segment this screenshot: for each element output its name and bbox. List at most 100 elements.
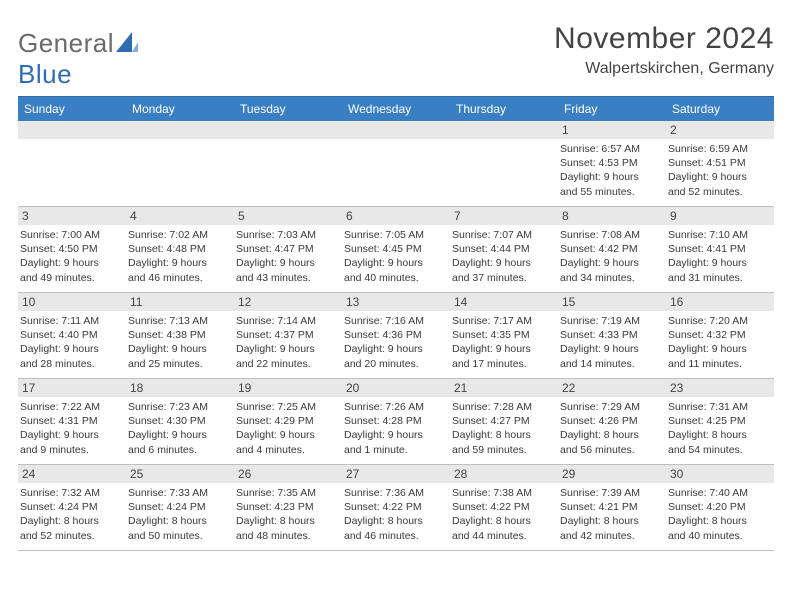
day-details: Sunrise: 7:00 AMSunset: 4:50 PMDaylight:…	[18, 225, 126, 288]
daylight-line1: Daylight: 8 hours	[560, 428, 662, 442]
daylight-line1: Daylight: 9 hours	[20, 342, 122, 356]
daylight-line1: Daylight: 9 hours	[668, 256, 770, 270]
sunrise-line: Sunrise: 7:03 AM	[236, 228, 338, 242]
sunrise-line: Sunrise: 7:02 AM	[128, 228, 230, 242]
day-details: Sunrise: 7:13 AMSunset: 4:38 PMDaylight:…	[126, 311, 234, 374]
logo-sail-icon	[116, 28, 138, 58]
day-number: 8	[558, 207, 666, 225]
day-details: Sunrise: 7:29 AMSunset: 4:26 PMDaylight:…	[558, 397, 666, 460]
day-details: Sunrise: 7:05 AMSunset: 4:45 PMDaylight:…	[342, 225, 450, 288]
day-number: 19	[234, 379, 342, 397]
calendar-cell: 21Sunrise: 7:28 AMSunset: 4:27 PMDayligh…	[450, 379, 558, 465]
sunset-line: Sunset: 4:24 PM	[128, 500, 230, 514]
daylight-line1: Daylight: 9 hours	[128, 342, 230, 356]
day-number: 18	[126, 379, 234, 397]
day-details: Sunrise: 7:40 AMSunset: 4:20 PMDaylight:…	[666, 483, 774, 546]
calendar-cell: 16Sunrise: 7:20 AMSunset: 4:32 PMDayligh…	[666, 293, 774, 379]
day-details: Sunrise: 7:20 AMSunset: 4:32 PMDaylight:…	[666, 311, 774, 374]
day-number	[126, 121, 234, 139]
day-details: Sunrise: 7:10 AMSunset: 4:41 PMDaylight:…	[666, 225, 774, 288]
daylight-line2: and 6 minutes.	[128, 443, 230, 457]
calendar-cell	[126, 121, 234, 207]
sunset-line: Sunset: 4:44 PM	[452, 242, 554, 256]
daylight-line2: and 40 minutes.	[668, 529, 770, 543]
sunrise-line: Sunrise: 7:08 AM	[560, 228, 662, 242]
daylight-line2: and 14 minutes.	[560, 357, 662, 371]
day-number	[18, 121, 126, 139]
daylight-line2: and 52 minutes.	[20, 529, 122, 543]
sunset-line: Sunset: 4:36 PM	[344, 328, 446, 342]
sunrise-line: Sunrise: 7:10 AM	[668, 228, 770, 242]
daylight-line2: and 28 minutes.	[20, 357, 122, 371]
weekday-header: Tuesday	[234, 96, 342, 121]
sunrise-line: Sunrise: 7:32 AM	[20, 486, 122, 500]
sunset-line: Sunset: 4:41 PM	[668, 242, 770, 256]
calendar-row: 1Sunrise: 6:57 AMSunset: 4:53 PMDaylight…	[18, 121, 774, 207]
calendar-cell: 8 Sunrise: 7:08 AMSunset: 4:42 PMDaylight…	[558, 207, 666, 293]
title-block: November 2024 Walpertskirchen, Germany	[554, 22, 774, 78]
day-details: Sunrise: 7:36 AMSunset: 4:22 PMDaylight:…	[342, 483, 450, 546]
day-details: Sunrise: 7:16 AMSunset: 4:36 PMDaylight:…	[342, 311, 450, 374]
daylight-line2: and 9 minutes.	[20, 443, 122, 457]
day-number: 16	[666, 293, 774, 311]
daylight-line1: Daylight: 9 hours	[20, 428, 122, 442]
sunset-line: Sunset: 4:42 PM	[560, 242, 662, 256]
calendar-row: 24Sunrise: 7:32 AMSunset: 4:24 PMDayligh…	[18, 465, 774, 551]
day-number: 23	[666, 379, 774, 397]
day-number: 7	[450, 207, 558, 225]
sunset-line: Sunset: 4:24 PM	[20, 500, 122, 514]
day-number: 30	[666, 465, 774, 483]
calendar-cell: 18Sunrise: 7:23 AMSunset: 4:30 PMDayligh…	[126, 379, 234, 465]
daylight-line2: and 44 minutes.	[452, 529, 554, 543]
calendar-cell	[342, 121, 450, 207]
page-title: November 2024	[554, 22, 774, 56]
calendar-cell: 24Sunrise: 7:32 AMSunset: 4:24 PMDayligh…	[18, 465, 126, 551]
sunset-line: Sunset: 4:47 PM	[236, 242, 338, 256]
day-details: Sunrise: 7:32 AMSunset: 4:24 PMDaylight:…	[18, 483, 126, 546]
day-details: Sunrise: 7:22 AMSunset: 4:31 PMDaylight:…	[18, 397, 126, 460]
day-number: 4	[126, 207, 234, 225]
logo-text: GeneralBlue	[18, 28, 138, 90]
day-number: 11	[126, 293, 234, 311]
day-number	[450, 121, 558, 139]
daylight-line1: Daylight: 8 hours	[452, 514, 554, 528]
sunset-line: Sunset: 4:32 PM	[668, 328, 770, 342]
daylight-line2: and 17 minutes.	[452, 357, 554, 371]
day-number: 24	[18, 465, 126, 483]
sunset-line: Sunset: 4:21 PM	[560, 500, 662, 514]
calendar-cell	[18, 121, 126, 207]
daylight-line2: and 42 minutes.	[560, 529, 662, 543]
calendar-cell: 17Sunrise: 7:22 AMSunset: 4:31 PMDayligh…	[18, 379, 126, 465]
daylight-line2: and 25 minutes.	[128, 357, 230, 371]
daylight-line1: Daylight: 9 hours	[452, 256, 554, 270]
sunset-line: Sunset: 4:25 PM	[668, 414, 770, 428]
weekday-header-row: SundayMondayTuesdayWednesdayThursdayFrid…	[18, 96, 774, 121]
sunrise-line: Sunrise: 7:13 AM	[128, 314, 230, 328]
sunrise-line: Sunrise: 6:59 AM	[668, 142, 770, 156]
day-details: Sunrise: 7:03 AMSunset: 4:47 PMDaylight:…	[234, 225, 342, 288]
calendar-cell: 23Sunrise: 7:31 AMSunset: 4:25 PMDayligh…	[666, 379, 774, 465]
daylight-line1: Daylight: 9 hours	[236, 256, 338, 270]
day-number: 2	[666, 121, 774, 139]
daylight-line2: and 52 minutes.	[668, 185, 770, 199]
day-number: 27	[342, 465, 450, 483]
daylight-line1: Daylight: 9 hours	[560, 256, 662, 270]
sunrise-line: Sunrise: 7:29 AM	[560, 400, 662, 414]
daylight-line2: and 50 minutes.	[128, 529, 230, 543]
sunrise-line: Sunrise: 7:36 AM	[344, 486, 446, 500]
day-number: 14	[450, 293, 558, 311]
sunset-line: Sunset: 4:22 PM	[452, 500, 554, 514]
daylight-line1: Daylight: 9 hours	[236, 428, 338, 442]
sunrise-line: Sunrise: 7:40 AM	[668, 486, 770, 500]
day-details: Sunrise: 7:39 AMSunset: 4:21 PMDaylight:…	[558, 483, 666, 546]
day-number: 15	[558, 293, 666, 311]
day-details: Sunrise: 6:59 AMSunset: 4:51 PMDaylight:…	[666, 139, 774, 202]
daylight-line1: Daylight: 9 hours	[344, 256, 446, 270]
sunrise-line: Sunrise: 7:05 AM	[344, 228, 446, 242]
sunrise-line: Sunrise: 7:23 AM	[128, 400, 230, 414]
day-details: Sunrise: 7:19 AMSunset: 4:33 PMDaylight:…	[558, 311, 666, 374]
sunrise-line: Sunrise: 7:38 AM	[452, 486, 554, 500]
calendar-cell: 25Sunrise: 7:33 AMSunset: 4:24 PMDayligh…	[126, 465, 234, 551]
calendar-body: 1Sunrise: 6:57 AMSunset: 4:53 PMDaylight…	[18, 121, 774, 551]
day-number: 3	[18, 207, 126, 225]
